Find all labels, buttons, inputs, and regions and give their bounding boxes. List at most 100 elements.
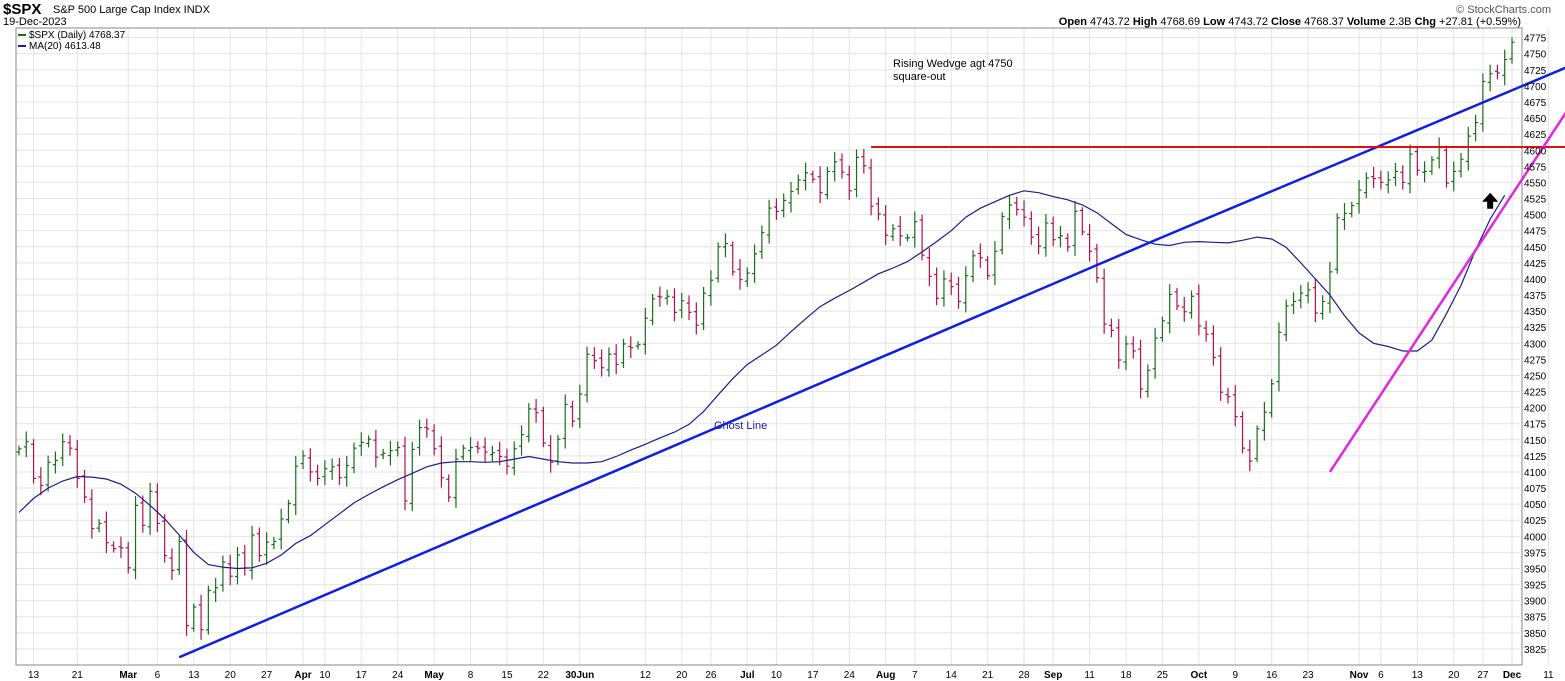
ohlc-bar bbox=[1283, 299, 1289, 342]
ohlc-bar bbox=[205, 585, 211, 635]
ghost-trendline bbox=[178, 235, 1163, 659]
ohlc-bar bbox=[1094, 243, 1100, 283]
x-tick-label: Aug bbox=[876, 670, 895, 681]
ohlc-bar bbox=[1327, 261, 1333, 314]
up-arrow-icon bbox=[1482, 192, 1499, 209]
ohlc-bar bbox=[147, 482, 153, 536]
symbol-description: S&P 500 Large Cap Index INDX bbox=[53, 4, 210, 16]
y-tick-label: 4550 bbox=[1524, 178, 1547, 189]
ohlc-bar bbox=[722, 233, 728, 258]
ohlc-bar bbox=[249, 525, 255, 580]
ohlc-bar bbox=[1181, 296, 1187, 322]
x-tick-label: Sep bbox=[1044, 670, 1062, 681]
ohlc-bar bbox=[52, 451, 58, 474]
close-value: 4768.37 bbox=[1304, 16, 1344, 28]
ohlc-bar bbox=[89, 489, 95, 539]
ohlc-bar bbox=[897, 215, 903, 247]
low-value: 4743.72 bbox=[1228, 16, 1268, 28]
x-tick-label: Mar bbox=[119, 670, 137, 681]
ohlc-bar bbox=[562, 394, 568, 449]
x-tick-label: 23 bbox=[1303, 670, 1315, 681]
ohlc-bar bbox=[184, 530, 190, 636]
ohlc-bar bbox=[606, 347, 612, 377]
ohlc-bar bbox=[278, 508, 284, 550]
ohlc-bar bbox=[628, 336, 634, 359]
y-tick-label: 4675 bbox=[1524, 98, 1547, 109]
x-tick-label: 16 bbox=[1266, 670, 1278, 681]
x-tick-label: 20 bbox=[676, 670, 688, 681]
ohlc-bar bbox=[970, 250, 976, 283]
ohlc-bar bbox=[868, 158, 874, 216]
y-tick-label: 4050 bbox=[1524, 500, 1547, 511]
ohlc-bar bbox=[1006, 194, 1012, 230]
ohlc-bar bbox=[1502, 49, 1508, 86]
ohlc-bar bbox=[220, 555, 226, 592]
x-tick-label: Apr bbox=[294, 670, 311, 681]
ohlc-bar bbox=[45, 455, 51, 492]
chg-label: Chg bbox=[1414, 16, 1436, 28]
ohlc-bar bbox=[650, 293, 656, 326]
ohlc-bar bbox=[1341, 203, 1347, 230]
ohlc-bar bbox=[999, 212, 1005, 255]
ohlc-bar bbox=[1203, 320, 1209, 342]
ohlc-bar bbox=[380, 448, 386, 460]
y-tick-label: 3925 bbox=[1524, 581, 1547, 592]
ohlc-bar bbox=[1269, 378, 1275, 418]
y-tick-label: 4325 bbox=[1524, 323, 1547, 334]
x-tick-label: 30Jun bbox=[565, 670, 594, 681]
ohlc-bar bbox=[198, 594, 204, 640]
ohlc-bar bbox=[846, 165, 852, 200]
volume-label: Volume bbox=[1346, 16, 1386, 28]
ohlc-bar bbox=[708, 270, 714, 306]
ohlc-bar bbox=[577, 384, 583, 429]
ohlc-bar bbox=[176, 536, 182, 575]
legend-ma-swatch bbox=[18, 45, 26, 48]
legend-price-swatch bbox=[18, 34, 26, 37]
ohlc-bar bbox=[1079, 207, 1085, 236]
ohlc-bar bbox=[766, 199, 772, 244]
ohlc-bar bbox=[336, 458, 342, 485]
legend-ma-label: MA(20) 4613.48 bbox=[29, 41, 101, 52]
x-tick-label: 14 bbox=[946, 670, 958, 681]
y-tick-label: 4000 bbox=[1524, 532, 1547, 543]
wedge-note-line2: square-out bbox=[893, 71, 946, 83]
ohlc-bar bbox=[803, 162, 809, 191]
ohlc-bar bbox=[1356, 180, 1362, 214]
ohlc-bar bbox=[1363, 172, 1369, 199]
x-tick-label: 17 bbox=[356, 670, 368, 681]
x-tick-label: 27 bbox=[1477, 670, 1489, 681]
ohlc-bar bbox=[96, 519, 102, 533]
ohlc-bar bbox=[657, 286, 663, 307]
legend-price: $SPX (Daily) 4768.37 bbox=[18, 30, 125, 41]
ohlc-bar bbox=[38, 467, 44, 496]
ohlc-bar bbox=[402, 436, 408, 511]
close-label: Close bbox=[1271, 16, 1302, 28]
ohlc-bar bbox=[671, 288, 677, 322]
x-tick-label: 27 bbox=[261, 670, 273, 681]
x-tick-label: 13 bbox=[1412, 670, 1424, 681]
rising-wedge-upper-line bbox=[1161, 66, 1565, 239]
ohlc-bar bbox=[1145, 364, 1151, 398]
ohlc-bar bbox=[599, 349, 605, 377]
ohlc-bar bbox=[985, 256, 991, 280]
ohlc-bar bbox=[1240, 411, 1246, 454]
ohlc-bar bbox=[256, 527, 262, 562]
legend-price-label: $SPX (Daily) 4768.37 bbox=[29, 30, 126, 41]
ohlc-bar bbox=[453, 448, 459, 508]
ghost-line-label: Ghost Line bbox=[714, 420, 767, 432]
ohlc-bar bbox=[1101, 268, 1107, 334]
ohlc-bar bbox=[1065, 233, 1071, 252]
ohlc-bar bbox=[548, 435, 554, 473]
ohlc-bar bbox=[1159, 316, 1165, 342]
y-tick-label: 4125 bbox=[1524, 452, 1547, 463]
x-tick-label: 9 bbox=[1232, 670, 1238, 681]
y-tick-label: 4025 bbox=[1524, 516, 1547, 527]
ohlc-bar bbox=[875, 197, 881, 221]
ohlc-bar bbox=[111, 541, 117, 553]
watermark: © StockCharts.com bbox=[1456, 4, 1551, 16]
ohlc-bar bbox=[1371, 167, 1377, 189]
x-tick-label: 8 bbox=[468, 670, 474, 681]
ohlc-bar bbox=[788, 181, 794, 213]
ohlc-bar bbox=[1458, 152, 1464, 178]
